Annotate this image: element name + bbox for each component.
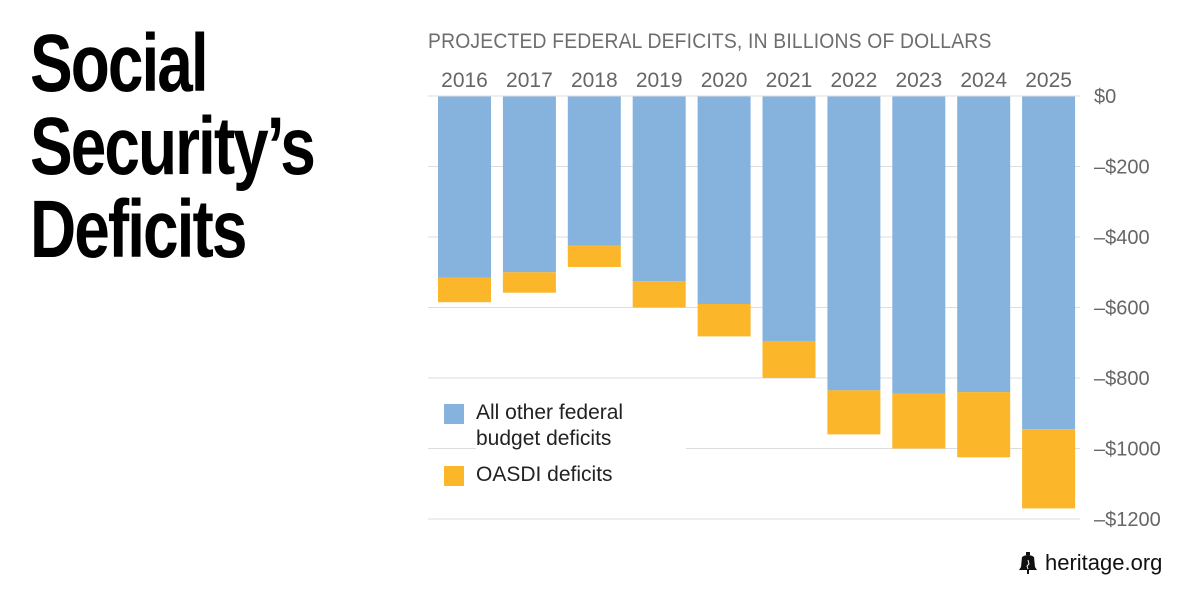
bar-oasdi-2023 [892, 393, 946, 449]
bar-oasdi-2025 [1022, 429, 1076, 509]
y-tick-label-6: –$1200 [1094, 509, 1161, 531]
x-tick-label-2020: 2020 [701, 69, 748, 92]
bar-other-2020 [697, 96, 751, 304]
bar-oasdi-2017 [502, 272, 556, 293]
y-tick-label-0: $0 [1094, 86, 1116, 108]
heritage-brand: heritage.org [1045, 550, 1163, 575]
bar-other-2022 [827, 96, 881, 391]
liberty-bell-icon [1019, 552, 1037, 574]
bar-oasdi-2021 [762, 340, 816, 378]
bar-other-2025 [1022, 96, 1076, 430]
bar-oasdi-2022 [827, 390, 881, 435]
chart-legend: All other federal budget deficits OASDI … [444, 400, 686, 498]
legend-item-oasdi: OASDI deficits [444, 462, 686, 488]
bar-other-2021 [762, 96, 816, 341]
bar-oasdi-2019 [632, 281, 686, 308]
bar-oasdi-2018 [567, 245, 621, 267]
headline-line-3: Deficits [30, 184, 247, 275]
x-tick-label-2018: 2018 [571, 69, 618, 92]
bar-oasdi-2020 [697, 303, 751, 337]
headline-line-2: Security’s [30, 101, 316, 192]
chart-title: PROJECTED FEDERAL DEFICITS, IN BILLIONS … [428, 30, 992, 53]
bar-oasdi-2016 [438, 277, 491, 303]
legend-label-other: All other federal budget deficits [476, 400, 686, 452]
bar-other-2019 [632, 96, 686, 282]
y-tick-label-2: –$400 [1094, 227, 1150, 249]
headline: Social Security’s Deficits [30, 18, 316, 275]
x-tick-label-2023: 2023 [895, 69, 942, 92]
headline-line-1: Social [30, 18, 209, 109]
x-tick-label-2019: 2019 [636, 69, 683, 92]
x-tick-label-2021: 2021 [766, 69, 813, 92]
x-tick-label-2016: 2016 [441, 69, 488, 92]
bar-other-2024 [957, 96, 1011, 393]
bar-other-2023 [892, 96, 946, 394]
legend-item-other: All other federal budget deficits [444, 400, 686, 452]
y-tick-label-1: –$200 [1094, 157, 1150, 179]
y-tick-label-3: –$600 [1094, 298, 1150, 320]
legend-swatch-other [444, 404, 464, 424]
heritage-link[interactable]: heritage.org [1018, 550, 1162, 576]
x-tick-label-2022: 2022 [831, 69, 878, 92]
y-tick-label-5: –$1000 [1094, 439, 1161, 461]
bar-oasdi-2024 [957, 392, 1011, 458]
x-tick-label-2017: 2017 [506, 69, 553, 92]
y-tick-label-4: –$800 [1094, 368, 1150, 390]
x-tick-label-2024: 2024 [960, 69, 1007, 92]
bar-other-2018 [567, 96, 621, 246]
legend-swatch-oasdi [444, 466, 464, 486]
x-tick-label-2025: 2025 [1025, 69, 1072, 92]
bar-other-2016 [438, 96, 491, 278]
bar-other-2017 [502, 96, 556, 273]
legend-label-oasdi: OASDI deficits [476, 462, 613, 488]
